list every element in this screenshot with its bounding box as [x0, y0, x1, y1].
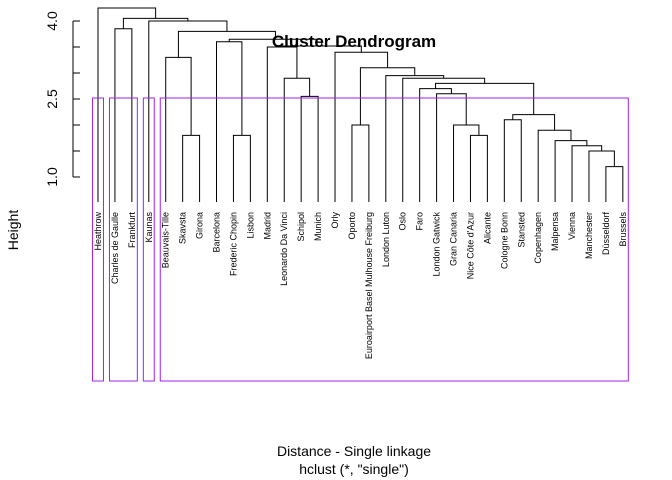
dendrogram-link — [419, 88, 452, 202]
leaf-label: Girona — [195, 212, 205, 239]
dendrogram-link — [512, 114, 556, 131]
dendrogram-link — [385, 75, 445, 202]
y-axis: 1.0 2.5 4.0 — [44, 11, 80, 187]
leaf-label: Oporto — [347, 212, 357, 240]
leaf-label: Faro — [415, 212, 425, 231]
leaf-label: Alicante — [482, 212, 492, 244]
leaf-label: Düsseldorf — [601, 212, 611, 256]
dendrogram-link — [435, 82, 535, 115]
dendrogram-link — [177, 30, 276, 58]
leaf-label: Munich — [313, 212, 323, 241]
leaf-label: Skavsta — [178, 212, 188, 244]
dendrogram-link — [182, 134, 201, 202]
leaf-label: London Luton — [381, 212, 391, 267]
dendrogram-link — [588, 150, 615, 202]
cluster-box — [142, 97, 155, 382]
dendrogram-link — [114, 28, 133, 202]
cluster-box — [92, 97, 104, 382]
y-tick-label: 4.0 — [44, 11, 60, 31]
dendrogram-link — [453, 124, 480, 202]
leaf-label: Orly — [330, 212, 340, 229]
dendrogram-link — [503, 119, 522, 202]
dendrogram-link — [97, 7, 157, 202]
y-axis-label: Height — [5, 210, 21, 251]
subtitle: hclust (*, "single") — [299, 461, 409, 477]
leaf-label: Frankfurt — [127, 212, 137, 249]
dendrogram-link — [351, 124, 370, 202]
dendrogram-link — [216, 41, 243, 202]
cluster-boxes — [92, 97, 629, 382]
leaf-label: Oslo — [398, 212, 408, 231]
dendrogram-link — [266, 46, 298, 202]
leaf-label: Barcelona — [212, 212, 222, 253]
dendrogram-link — [571, 145, 603, 202]
leaf-label: Leonardo Da Vinci — [279, 212, 289, 286]
leaf-label: Cologne Bonn — [499, 212, 509, 269]
leaf-label: Frederic Chopin — [228, 212, 238, 276]
dendrogram-link — [232, 134, 251, 202]
dendrogram-link — [165, 56, 192, 202]
leaf-label: Charles de Gaulle — [110, 212, 120, 284]
dendrogram-link — [122, 17, 189, 29]
leaf-label: Euroairport Basel Mulhouse Freiburg — [364, 212, 374, 359]
cluster-box — [108, 97, 138, 382]
leaf-label: Stansted — [516, 212, 526, 248]
leaf-label: London Gatwick — [432, 212, 442, 277]
x-axis-label: Distance - Single linkage — [277, 443, 431, 459]
cluster-box — [159, 97, 629, 382]
dendrogram-link — [359, 67, 416, 125]
leaf-label: Vienna — [567, 212, 577, 240]
y-tick-label: 2.5 — [44, 89, 60, 109]
leaf-label: Madrid — [262, 212, 272, 240]
dendrogram-link — [334, 51, 389, 202]
leaf-label: Heathrow — [93, 212, 103, 251]
dendrogram-link — [554, 140, 588, 202]
leaf-label: Lisbon — [245, 212, 255, 239]
dendrogram-tree — [97, 7, 624, 202]
leaf-label: Brussels — [618, 212, 628, 247]
leaf-label: Malpensa — [550, 212, 560, 251]
leaf-label: Kaunas — [144, 212, 154, 243]
leaf-labels: Heathrow Charles de Gaulle Frankfurt Kaunas… — [93, 212, 628, 360]
dendrogram-link — [402, 77, 486, 202]
leaf-label: Copenhagen — [533, 212, 543, 264]
dendrogram-link — [300, 95, 319, 202]
leaf-label: Manchester — [584, 212, 594, 259]
dendrogram-link — [436, 93, 467, 202]
dendrogram-link — [469, 134, 488, 202]
leaf-label: Gran Canaria — [449, 212, 459, 266]
dendrogram-link — [605, 166, 624, 202]
y-tick-label: 1.0 — [44, 167, 60, 187]
leaf-label: Nice Côte d'Azur — [465, 212, 475, 279]
leaf-label: Schipol — [296, 212, 306, 242]
leaf-label: Beauvais-Tille — [161, 212, 171, 268]
